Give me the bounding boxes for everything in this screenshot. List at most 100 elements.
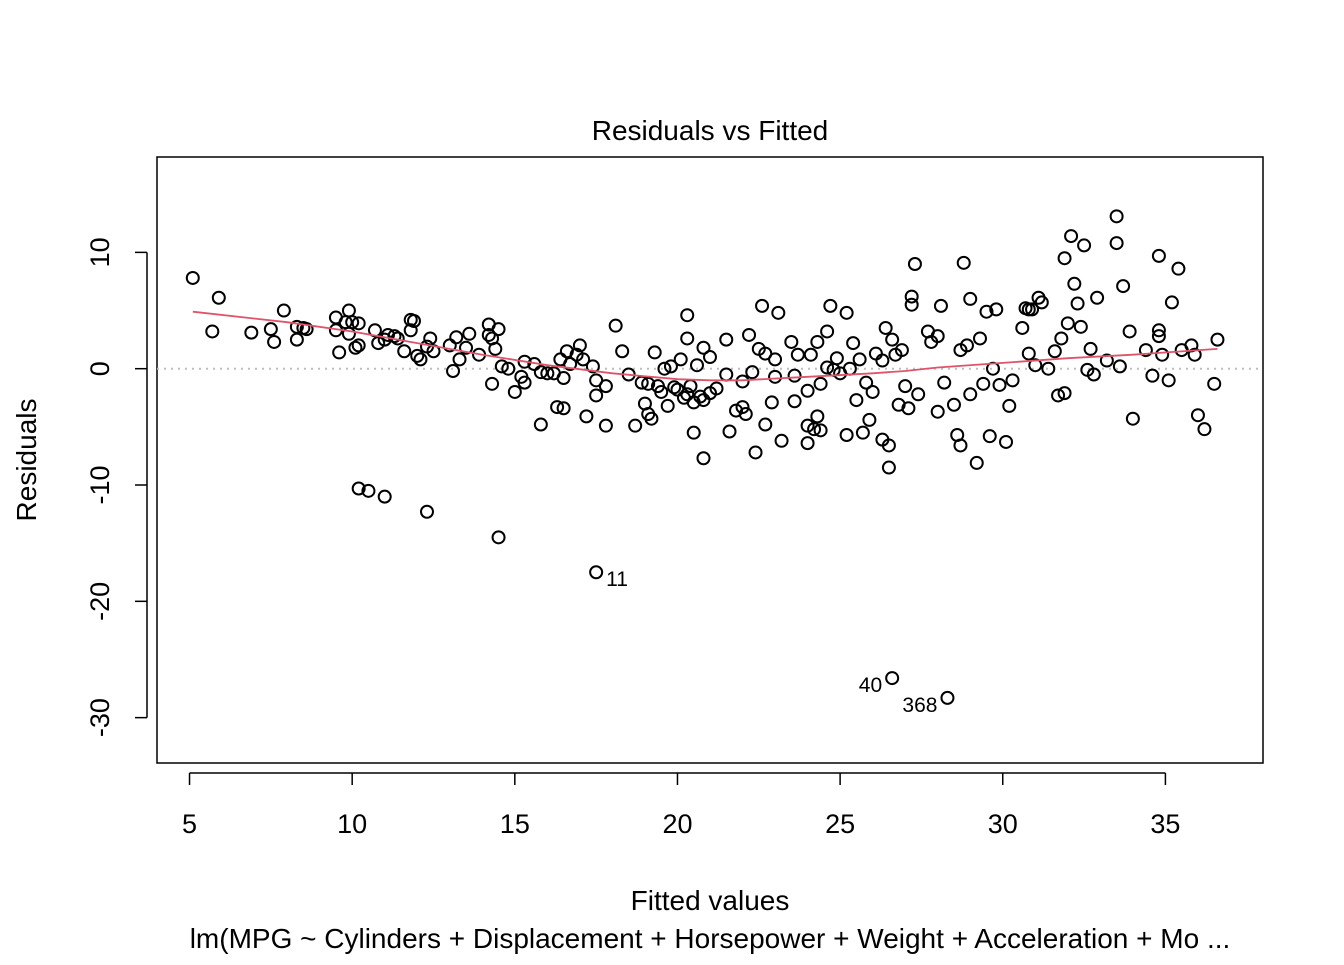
data-point — [244, 325, 259, 340]
data-point — [680, 308, 695, 323]
data-point — [1210, 332, 1225, 347]
data-point — [485, 376, 500, 391]
data-point — [911, 387, 926, 402]
data-point — [719, 367, 734, 382]
data-point — [598, 418, 613, 433]
data-point — [904, 289, 919, 304]
x-tick-label: 30 — [988, 809, 1018, 839]
data-point — [501, 361, 516, 376]
data-point — [556, 401, 571, 416]
data-point — [205, 324, 220, 339]
data-point — [999, 434, 1014, 449]
data-point — [820, 324, 835, 339]
y-tick-label: 0 — [85, 361, 115, 376]
data-point — [839, 305, 854, 320]
data-point — [533, 365, 548, 380]
data-point — [413, 352, 428, 367]
data-point — [1005, 373, 1020, 388]
data-point — [491, 322, 506, 337]
data-point — [810, 334, 825, 349]
data-point — [764, 395, 779, 410]
data-point — [813, 423, 828, 438]
data-point — [735, 400, 750, 415]
data-point — [276, 303, 291, 318]
x-tick-label: 20 — [662, 809, 692, 839]
data-point — [771, 305, 786, 320]
data-point — [647, 345, 662, 360]
x-tick-label: 35 — [1150, 809, 1180, 839]
data-point — [1021, 346, 1036, 361]
data-point — [1002, 398, 1017, 413]
data-point — [969, 455, 984, 470]
data-point — [696, 451, 711, 466]
data-point — [1099, 353, 1114, 368]
y-axis: -30 -20 -10 0 10 — [85, 237, 148, 737]
data-point — [579, 409, 594, 424]
data-point — [332, 345, 347, 360]
data-point — [585, 359, 600, 374]
data-point — [686, 425, 701, 440]
data-point — [696, 340, 711, 355]
data-point — [615, 344, 630, 359]
data-point — [351, 316, 366, 331]
data-point — [1083, 341, 1098, 356]
data-point — [937, 375, 952, 390]
data-point — [589, 388, 604, 403]
data-point — [419, 504, 434, 519]
data-point — [930, 329, 945, 344]
data-point — [787, 368, 802, 383]
data-point — [406, 314, 421, 329]
data-point — [540, 366, 555, 381]
data-point — [1207, 376, 1222, 391]
data-point — [1067, 276, 1082, 291]
data-point — [1161, 373, 1176, 388]
smooth-line — [192, 310, 1218, 382]
data-point — [810, 409, 825, 424]
data-point — [550, 400, 565, 415]
data-point — [462, 326, 477, 341]
data-point — [563, 357, 578, 372]
data-point — [663, 359, 678, 374]
data-point — [488, 341, 503, 356]
data-point — [403, 323, 418, 338]
data-point — [709, 381, 724, 396]
data-point — [556, 370, 571, 385]
data-point — [1122, 324, 1137, 339]
data-point — [940, 690, 955, 705]
outlier-label: 368 — [902, 694, 937, 717]
data-point — [1197, 422, 1212, 437]
data-point — [449, 330, 464, 345]
data-point — [1025, 302, 1040, 317]
data-point — [211, 290, 226, 305]
data-point — [517, 375, 532, 390]
data-point — [823, 298, 838, 313]
point-labels: 11 40 368 — [606, 568, 937, 717]
data-point — [1116, 279, 1131, 294]
x-axis: 5 10 15 20 25 30 35 — [182, 772, 1180, 839]
plot-frame — [156, 156, 1264, 764]
data-point — [628, 418, 643, 433]
data-point — [878, 320, 893, 335]
data-point — [901, 401, 916, 416]
data-point — [865, 384, 880, 399]
data-point — [491, 530, 506, 545]
data-point — [800, 436, 815, 451]
data-point — [992, 377, 1007, 392]
data-point — [722, 424, 737, 439]
data-point — [768, 352, 783, 367]
data-point — [1109, 236, 1124, 251]
data-point — [667, 380, 682, 395]
data-point — [299, 322, 314, 337]
y-tick-label: -20 — [85, 582, 115, 621]
data-point — [1109, 209, 1124, 224]
data-point — [846, 336, 861, 351]
data-point — [494, 359, 509, 374]
data-point — [351, 481, 366, 496]
x-axis-label: Fitted values — [631, 885, 790, 916]
data-point — [1145, 368, 1160, 383]
outlier-label: 40 — [859, 674, 882, 697]
data-point — [930, 404, 945, 419]
x-tick-label: 10 — [337, 809, 367, 839]
